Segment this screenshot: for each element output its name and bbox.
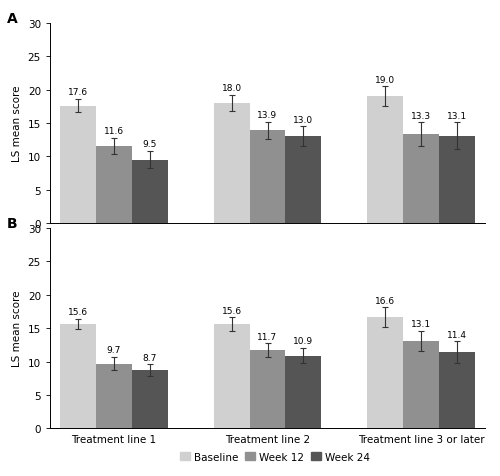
Bar <box>368 318 403 428</box>
Y-axis label: LS mean score: LS mean score <box>12 290 22 367</box>
Text: 15.6: 15.6 <box>68 307 88 317</box>
Bar <box>368 97 403 224</box>
Bar <box>214 325 250 428</box>
Y-axis label: LS mean score: LS mean score <box>12 86 22 162</box>
Bar <box>60 107 96 224</box>
Text: 9.5: 9.5 <box>142 140 157 149</box>
Text: 11.7: 11.7 <box>258 332 278 341</box>
Text: A: A <box>6 12 17 26</box>
Bar <box>250 131 286 224</box>
Bar <box>439 352 475 428</box>
Text: 13.3: 13.3 <box>411 111 431 120</box>
Legend: Baseline, Week 12, Week 24: Baseline, Week 12, Week 24 <box>176 448 374 466</box>
Text: 10.9: 10.9 <box>294 337 314 346</box>
Bar <box>403 135 439 224</box>
Text: 15.6: 15.6 <box>222 306 242 315</box>
Text: 8.7: 8.7 <box>142 353 157 362</box>
Text: 16.6: 16.6 <box>375 296 396 305</box>
Text: 13.9: 13.9 <box>258 111 278 120</box>
Text: 18.0: 18.0 <box>222 84 242 93</box>
Text: 17.6: 17.6 <box>68 88 88 97</box>
Text: B: B <box>6 217 17 230</box>
Text: 9.7: 9.7 <box>107 346 121 355</box>
Bar <box>132 370 168 428</box>
Bar <box>60 325 96 428</box>
Text: 13.1: 13.1 <box>411 319 431 328</box>
Bar <box>96 147 132 224</box>
Bar <box>286 137 321 224</box>
Bar <box>403 341 439 428</box>
Text: 13.1: 13.1 <box>447 111 467 120</box>
Text: 19.0: 19.0 <box>375 76 396 84</box>
Text: 11.6: 11.6 <box>104 127 124 136</box>
Bar <box>286 356 321 428</box>
Bar <box>132 160 168 224</box>
Bar <box>250 350 286 428</box>
Bar <box>439 137 475 224</box>
Text: 13.0: 13.0 <box>294 116 314 124</box>
Bar <box>214 104 250 224</box>
Bar <box>96 364 132 428</box>
Text: 11.4: 11.4 <box>447 330 467 339</box>
